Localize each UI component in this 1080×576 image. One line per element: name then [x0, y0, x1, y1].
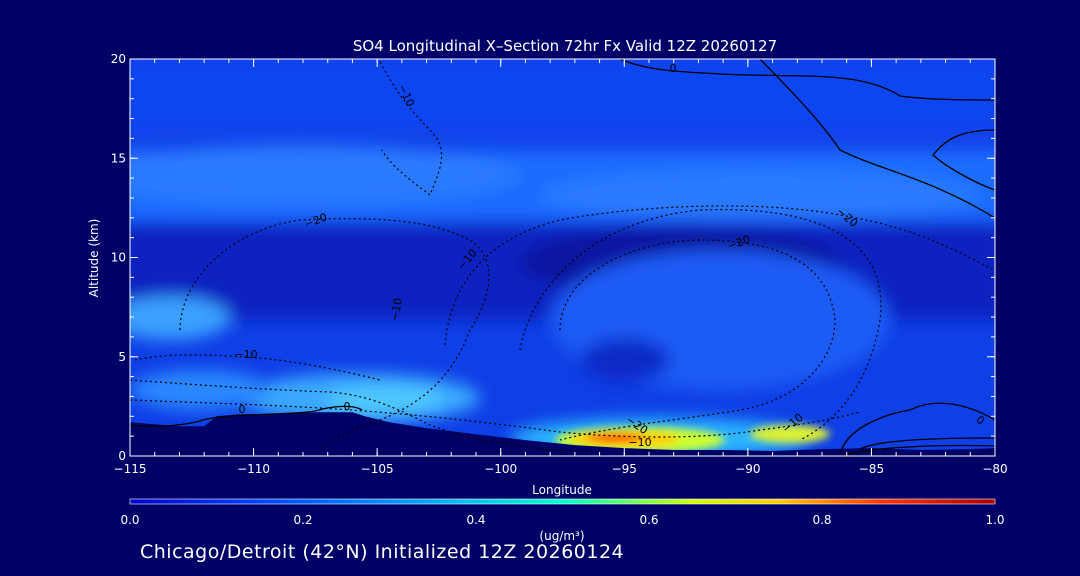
x-tick-label: −95	[612, 462, 637, 476]
contour-line	[839, 402, 995, 456]
x-tick-label: −115	[114, 462, 147, 476]
plot-area: 0−10−20−20−10−10−20−100 0−20−10−10 0	[130, 59, 995, 456]
colorbar-unit-label: (ug/m³)	[539, 529, 584, 543]
y-tick-labels: 0 5 10 15 20	[111, 52, 126, 463]
chart-title: SO4 Longitudinal X–Section 72hr Fx Valid…	[353, 37, 777, 55]
x-tick-label: −110	[237, 462, 270, 476]
x-tick-label: −85	[859, 462, 884, 476]
contour-line	[759, 59, 995, 219]
contour-line	[932, 129, 995, 191]
y-axis-label: Altitude (km)	[87, 219, 101, 298]
low-level-west	[130, 370, 270, 410]
colorbar-tick-label: 1.0	[985, 513, 1004, 527]
contour-line	[859, 437, 995, 450]
colorbar-frame	[129, 498, 996, 505]
contour-label: 0	[239, 403, 246, 416]
axis-ticks	[129, 58, 996, 457]
y-tick-label: 0	[118, 449, 126, 463]
contour-line	[844, 444, 995, 456]
mid-band-west	[130, 145, 520, 205]
colorbar-tick-labels: 0.0 0.2 0.4 0.6 0.8 1.0	[120, 513, 1004, 527]
contour-label: −10	[628, 436, 651, 449]
contour-line	[130, 399, 861, 438]
western-maximum	[130, 296, 230, 340]
y-tick-label: 20	[111, 52, 126, 66]
colorbar-tick-label: 0.8	[812, 513, 831, 527]
y-tick-label: 15	[111, 151, 126, 165]
colorbar-tick-label: 0.4	[466, 513, 485, 527]
x-tick-label: −90	[735, 462, 760, 476]
x-tick-label: −80	[982, 462, 1007, 476]
contour-line	[134, 354, 381, 381]
y-tick-label: 10	[111, 251, 126, 265]
contour-line	[519, 208, 882, 441]
x-tick-label: −100	[484, 462, 517, 476]
colorbar-tick-label: 0.2	[293, 513, 312, 527]
x-axis-label: Longitude	[532, 483, 592, 497]
contour-line	[319, 329, 471, 451]
contour-label: −10	[388, 297, 405, 322]
concentration-field	[130, 59, 995, 456]
x-tick-labels: −115 −110 −105 −100 −95 −90 −85 −80	[114, 462, 1008, 476]
colorbar: 0.0 0.2 0.4 0.6 0.8 1.0 (ug/m³)	[120, 498, 1005, 543]
contour-label: 0	[670, 62, 677, 75]
contour-line	[559, 239, 836, 441]
contour-label: 0	[344, 400, 351, 413]
terrain	[130, 412, 995, 456]
contours	[130, 59, 995, 456]
footer-caption: Chicago/Detroit (42°N) Initialized 12Z 2…	[140, 541, 625, 563]
colorbar-tick-label: 0.0	[120, 513, 139, 527]
x-tick-label: −105	[361, 462, 394, 476]
mid-band-east	[540, 170, 980, 220]
contour-line	[379, 61, 443, 196]
contour-line	[619, 59, 995, 101]
contour-line	[130, 379, 601, 453]
colorbar-ramp	[130, 499, 995, 504]
contour-label: −10	[234, 348, 257, 361]
y-tick-label: 5	[118, 350, 126, 364]
upper-layer	[130, 59, 995, 135]
secondary-max	[750, 425, 830, 443]
colorbar-tick-label: 0.6	[639, 513, 658, 527]
contour-line	[444, 205, 995, 346]
contour-line	[130, 405, 363, 427]
column-core	[580, 338, 670, 382]
